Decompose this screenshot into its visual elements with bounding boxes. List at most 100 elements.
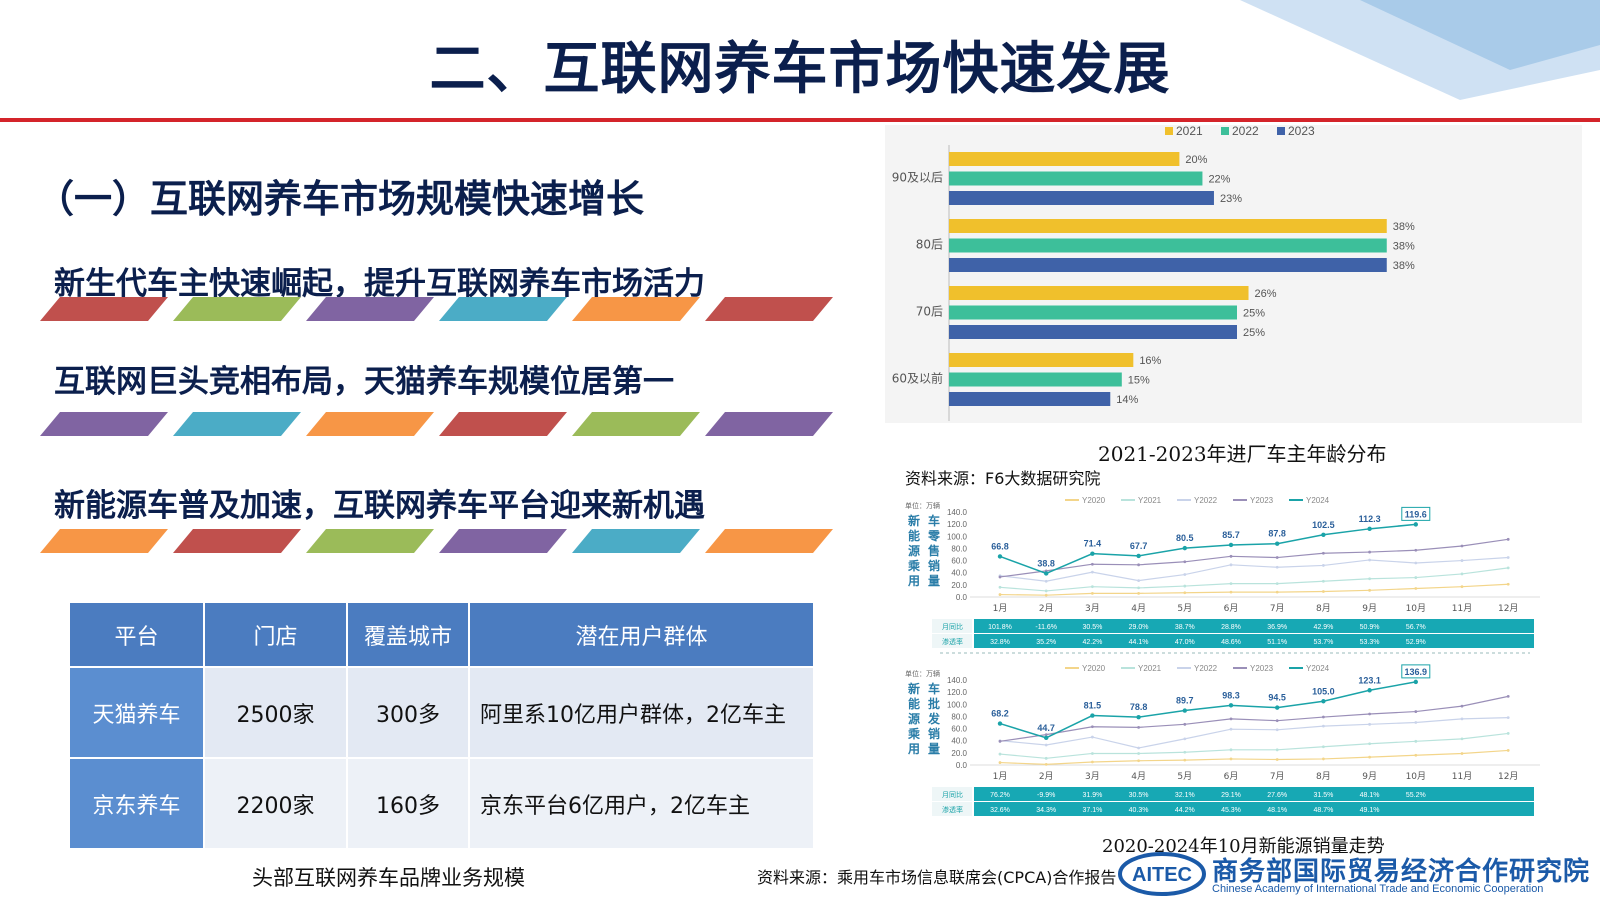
series-point [1229, 748, 1233, 752]
series-line [999, 717, 1509, 749]
title-divider [0, 118, 1600, 122]
series-point [1183, 758, 1187, 762]
table-value: 44.2% [1175, 807, 1195, 814]
ylabel-char: 乘 [907, 726, 920, 741]
series-point [1229, 554, 1233, 558]
age-distribution-chart: 2021 2022 2023 90及以后 20%22% 23% 80后 38% 38% 38% 70… [885, 125, 1582, 423]
series-point [1460, 572, 1464, 576]
stripe-segment [306, 529, 434, 553]
data-label: 25% [1243, 308, 1265, 320]
point-label: 136.9 [1405, 667, 1428, 677]
key-point-2: 互联网巨头竞相布局，天猫养车规模位居第一 [54, 364, 674, 400]
y-tick-label: 80.0 [951, 544, 967, 553]
y-tick-label: 80.0 [951, 712, 967, 721]
table-label-cell [932, 787, 972, 801]
table-value: 55.2% [1406, 792, 1426, 799]
table-value: 29.1% [1221, 792, 1241, 799]
corner-decoration [1240, 0, 1600, 100]
series-point [1044, 756, 1048, 760]
point-label: 123.1 [1358, 675, 1381, 685]
series-point [1368, 712, 1371, 716]
series-point [1275, 565, 1279, 569]
ylabel-char: 销 [928, 558, 940, 573]
series-point [1044, 762, 1048, 766]
series-point [1183, 722, 1187, 726]
series-point [1322, 715, 1325, 719]
table-row-label: 渗透率 [942, 805, 963, 814]
ylabel-char: 能 [908, 696, 920, 711]
stripe-segment [705, 412, 833, 436]
key-point-3: 新能源车普及加速，互联网养车平台迎来新机遇 [54, 488, 705, 524]
table-value: 36.9% [1267, 624, 1287, 631]
series-point [1137, 591, 1140, 595]
table-row-label: 渗透率 [942, 637, 963, 646]
series-point [1368, 755, 1371, 759]
table-value: 35.2% [1036, 639, 1056, 646]
series-point [1506, 566, 1510, 570]
point-label: 38.8 [1037, 558, 1055, 568]
series-point [1460, 752, 1464, 755]
key-point-1: 新生代车主快速崛起，提升互联网养车市场活力 [54, 266, 705, 302]
table-value: 45.3% [1221, 807, 1241, 814]
series-line [999, 567, 1509, 592]
table-value: 32.6% [990, 807, 1010, 814]
series-point [1228, 703, 1234, 708]
series-point [1275, 705, 1280, 710]
bar [949, 191, 1214, 205]
data-label: 25% [1243, 327, 1265, 339]
table-label-cell [932, 802, 972, 816]
series-point [998, 575, 1002, 579]
legend-label: Y2024 [1306, 496, 1330, 505]
series-point [1506, 716, 1510, 720]
category-label: 70后 [916, 305, 943, 319]
x-tick-label: 2月 [1039, 771, 1054, 782]
table-header: 覆盖城市 [346, 601, 470, 668]
table-header-row: 平台 门店 覆盖城市 潜在用户群体 [68, 601, 815, 668]
table-header: 潜在用户群体 [468, 601, 815, 668]
y-tick-label: 20.0 [951, 581, 967, 590]
unit-label: 单位：万辆 [905, 501, 940, 510]
data-label: 20% [1185, 154, 1207, 166]
y-tick-label: 40.0 [951, 737, 967, 746]
series-point [1044, 735, 1049, 741]
ylabel-char: 量 [928, 742, 940, 756]
series-point [1414, 721, 1418, 724]
chart1-source: 资料来源：F6大数据研究院 [905, 469, 1101, 488]
data-label: 38% [1393, 241, 1415, 253]
ylabel-char: 车 [928, 513, 940, 528]
x-tick-label: 7月 [1270, 603, 1285, 614]
table-label-cell [932, 634, 972, 648]
logo-badge-text: AITEC [1132, 864, 1192, 886]
series-point [1275, 541, 1280, 546]
stripe-segment [439, 529, 567, 553]
stripe-segment [173, 412, 301, 436]
series-point [1322, 590, 1325, 593]
table-cell: 阿里系10亿用户群体，2亿车主 [468, 666, 815, 759]
x-tick-label: 12月 [1498, 603, 1518, 614]
table-row-band [974, 619, 1534, 633]
series-point [1137, 725, 1140, 729]
y-tick-label: 140.0 [947, 676, 968, 685]
series-point [1368, 558, 1371, 562]
stripe-segment [705, 297, 833, 321]
ylabel-char: 源 [908, 711, 920, 726]
x-tick-label: 8月 [1316, 603, 1331, 614]
y-tick-label: 120.0 [947, 520, 968, 529]
series-point [998, 585, 1002, 589]
stripe-segment [572, 297, 700, 321]
series-point [1322, 757, 1325, 761]
platform-scale-table: 平台 门店 覆盖城市 潜在用户群体 天猫养车 2500家 300多 阿里系10亿… [68, 601, 815, 850]
point-label: 80.5 [1176, 533, 1194, 543]
series-point [1414, 710, 1418, 713]
series-point [1368, 722, 1371, 726]
y-tick-label: 60.0 [951, 725, 967, 734]
data-label: 14% [1116, 394, 1138, 406]
stripe-divider-1 [40, 297, 833, 321]
ylabel-char: 能 [908, 528, 920, 543]
series-point [1322, 579, 1325, 583]
series-point [1091, 725, 1094, 729]
series-point [1506, 749, 1510, 752]
y-tick-label: 100.0 [947, 532, 968, 541]
table-caption: 头部互联网养车品牌业务规模 [252, 866, 525, 890]
stripe-segment [439, 412, 567, 436]
